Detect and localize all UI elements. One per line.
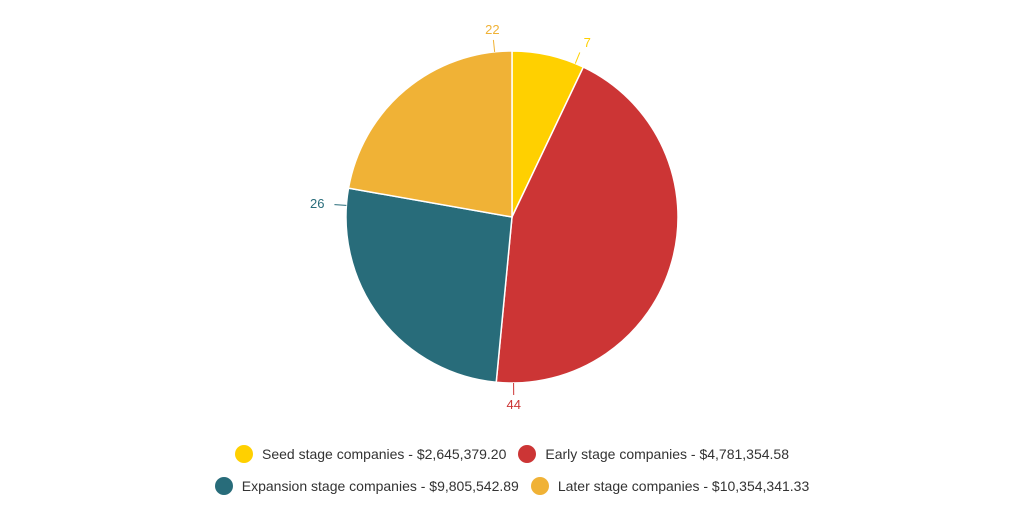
pie-data-labels: 7 44 26 22: [310, 22, 591, 412]
data-label-early: 44: [507, 397, 521, 412]
legend-swatch-early: [518, 445, 537, 463]
legend-row: Seed stage companies - $2,645,379.20 Ear…: [234, 444, 789, 464]
legend-item-early[interactable]: Early stage companies - $4,781,354.58: [518, 444, 789, 464]
legend-swatch-later: [530, 477, 549, 495]
leader-line-seed: [574, 52, 581, 64]
legend-label-expansion: Expansion stage companies - $9,805,542.8…: [241, 478, 519, 494]
legend-item-expansion[interactable]: Expansion stage companies - $9,805,542.8…: [214, 476, 519, 496]
legend-swatch-seed: [234, 445, 253, 463]
legend-row: Expansion stage companies - $9,805,542.8…: [214, 476, 810, 496]
legend: Seed stage companies - $2,645,379.20 Ear…: [0, 444, 1024, 496]
legend-label-seed: Seed stage companies - $2,645,379.20: [261, 446, 507, 462]
leader-line-later: [492, 39, 496, 52]
legend-item-later[interactable]: Later stage companies - $10,354,341.33: [530, 476, 810, 496]
pie-slice-later[interactable]: [347, 50, 513, 218]
pie-slice-expansion[interactable]: [345, 187, 513, 384]
legend-swatch-expansion: [214, 477, 233, 495]
data-label-seed: 7: [584, 35, 591, 50]
pie-slices: [345, 50, 679, 384]
data-label-later: 22: [485, 22, 499, 37]
data-label-expansion: 26: [310, 196, 324, 211]
leader-line-expansion: [334, 204, 347, 206]
legend-item-seed[interactable]: Seed stage companies - $2,645,379.20: [234, 444, 507, 464]
legend-label-later: Later stage companies - $10,354,341.33: [557, 478, 810, 494]
legend-label-early: Early stage companies - $4,781,354.58: [545, 446, 789, 462]
pie-slice-early[interactable]: [495, 66, 679, 384]
